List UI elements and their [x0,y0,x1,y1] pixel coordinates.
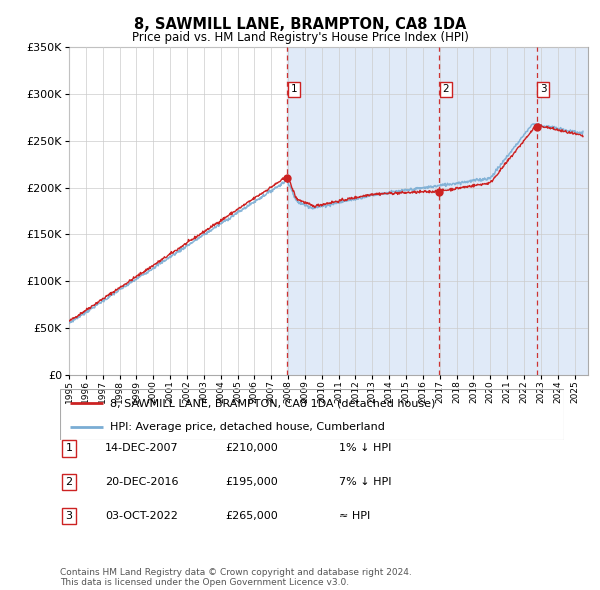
Text: 2: 2 [443,84,449,94]
Text: 1: 1 [291,84,298,94]
Text: 20-DEC-2016: 20-DEC-2016 [105,477,179,487]
Text: 14-DEC-2007: 14-DEC-2007 [105,444,179,453]
Text: 3: 3 [540,84,547,94]
Text: 7% ↓ HPI: 7% ↓ HPI [339,477,391,487]
Text: 3: 3 [65,511,73,520]
Bar [287,47,588,375]
Text: 2: 2 [65,477,73,487]
Text: 1: 1 [65,444,73,453]
Text: 03-OCT-2022: 03-OCT-2022 [105,511,178,520]
Bar [536,47,588,375]
Text: Price paid vs. HM Land Registry's House Price Index (HPI): Price paid vs. HM Land Registry's House … [131,31,469,44]
Text: 8, SAWMILL LANE, BRAMPTON, CA8 1DA: 8, SAWMILL LANE, BRAMPTON, CA8 1DA [134,17,466,32]
Text: ≈ HPI: ≈ HPI [339,511,370,520]
Text: £265,000: £265,000 [225,511,278,520]
Text: 8, SAWMILL LANE, BRAMPTON, CA8 1DA (detached house): 8, SAWMILL LANE, BRAMPTON, CA8 1DA (deta… [110,398,436,408]
Text: Contains HM Land Registry data © Crown copyright and database right 2024.
This d: Contains HM Land Registry data © Crown c… [60,568,412,587]
Text: £210,000: £210,000 [225,444,278,453]
Text: £195,000: £195,000 [225,477,278,487]
Text: HPI: Average price, detached house, Cumberland: HPI: Average price, detached house, Cumb… [110,422,385,432]
Text: 1% ↓ HPI: 1% ↓ HPI [339,444,391,453]
